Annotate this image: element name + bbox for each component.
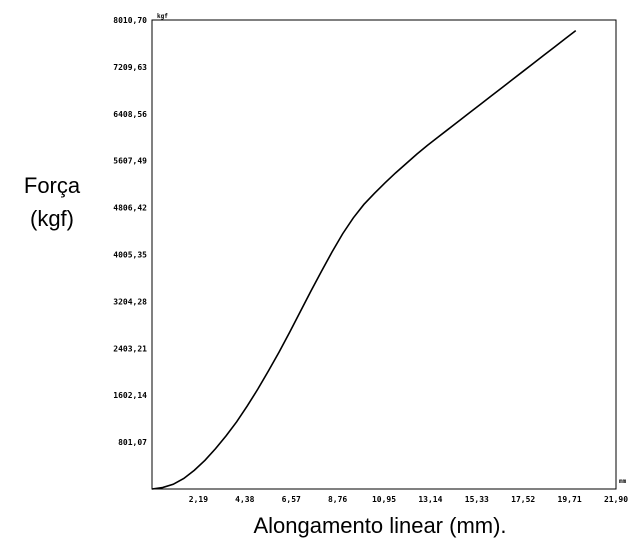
x-unit-label: mm [619, 478, 627, 485]
y-tick-label: 4806,42 [113, 204, 147, 213]
x-tick-label: 21,90 [604, 495, 628, 504]
x-tick-label: 19,71 [558, 495, 582, 504]
y-unit-label: kgf [157, 13, 168, 20]
plot-frame [151, 19, 617, 490]
y-tick-label: 1602,14 [113, 391, 147, 400]
y-axis-title-line1: Força [24, 173, 81, 198]
y-tick-label: 2403,21 [113, 344, 147, 353]
x-tick-label: 2,19 [189, 495, 208, 504]
series-line [151, 29, 577, 490]
x-tick-label: 17,52 [511, 495, 535, 504]
y-tick-label: 6408,56 [113, 110, 147, 119]
y-axis-title-line2: (kgf) [30, 206, 74, 231]
x-tick-label: 4,38 [235, 495, 254, 504]
x-tick-label: 8,76 [328, 495, 347, 504]
y-tick-label: 801,07 [118, 438, 147, 447]
y-tick-label: 7209,63 [113, 63, 147, 72]
y-tick-label: 3204,28 [113, 297, 147, 306]
x-tick-label: 15,33 [465, 495, 489, 504]
y-tick-label: 5607,49 [113, 157, 147, 166]
x-tick-label: 13,14 [418, 495, 442, 504]
y-axis-ticks: 801,07 1602,14 2403,21 3204,28 4005,35 4806,4… [113, 16, 147, 447]
x-axis-ticks: 2,19 4,38 6,57 8,76 10,95 13,14 15,33 17,52 19,7… [189, 495, 628, 504]
x-tick-label: 10,95 [372, 495, 396, 504]
x-tick-label: 6,57 [282, 495, 301, 504]
x-axis-title: Alongamento linear (mm). [253, 513, 506, 538]
y-tick-label: 8010,70 [113, 16, 147, 25]
y-tick-label: 4005,35 [113, 251, 147, 260]
